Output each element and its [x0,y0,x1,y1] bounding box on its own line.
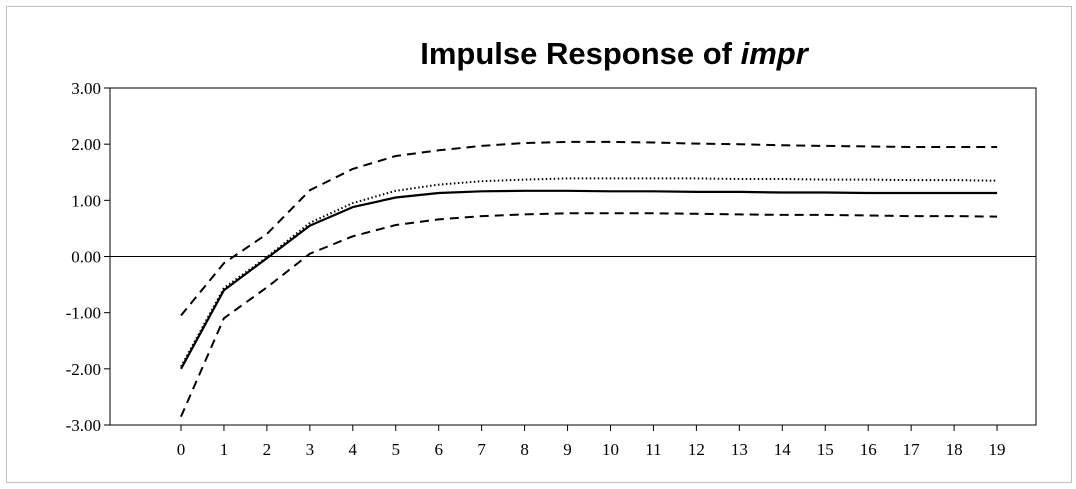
x-tick-label: 6 [434,440,443,459]
x-tick-label: 12 [688,440,705,459]
x-tick-label: 2 [263,440,272,459]
x-tick-label: 18 [946,440,963,459]
x-tick-label: 16 [860,440,877,459]
x-tick-label: 10 [602,440,619,459]
series-line-dashed-3 [180,212,998,417]
y-tick-label: 1.00 [71,191,101,210]
x-tick-label: 4 [349,440,358,459]
x-tick-label: 3 [306,440,315,459]
x-tick-label: 11 [645,440,661,459]
chart-title: Impulse Response of impr [420,36,810,71]
y-tick-label: -2.00 [66,360,101,379]
x-tick-label: 1 [220,440,229,459]
chart-frame: Impulse Response of impr 3.00 2.00 1.00 0.0… [6,6,1072,483]
x-tick-label: 8 [520,440,529,459]
series-line-solid-0 [180,189,998,370]
series-line-dashed-2 [180,140,998,317]
x-tick-label: 17 [903,440,921,459]
plot-area: 3.002.001.000.00-1.00-2.00-3.000 1 2 3 4 5 6 7 8… [66,79,1037,459]
series-line-dotted-1 [180,177,998,368]
chart: Impulse Response of impr 3.00 2.00 1.00 0.0… [66,36,1037,459]
y-tick-label: 2.00 [71,135,101,154]
x-tick-label: 0 [177,440,186,459]
chart-title-main: Impulse Response of [420,36,740,71]
x-tick-label: 15 [817,440,834,459]
x-tick-label: 5 [392,440,401,459]
x-tick-label: 19 [989,440,1006,459]
x-tick-label: 13 [731,440,748,459]
chart-title-variable: impr [741,36,810,71]
x-tick-label: 9 [563,440,572,459]
y-tick-label: -3.00 [66,416,101,435]
x-tick-label: 14 [774,440,792,459]
y-tick-label: -1.00 [66,304,101,323]
x-tick-label: 7 [477,440,486,459]
y-tick-label: 3.00 [71,79,101,98]
y-tick-label: 0.00 [71,248,101,267]
